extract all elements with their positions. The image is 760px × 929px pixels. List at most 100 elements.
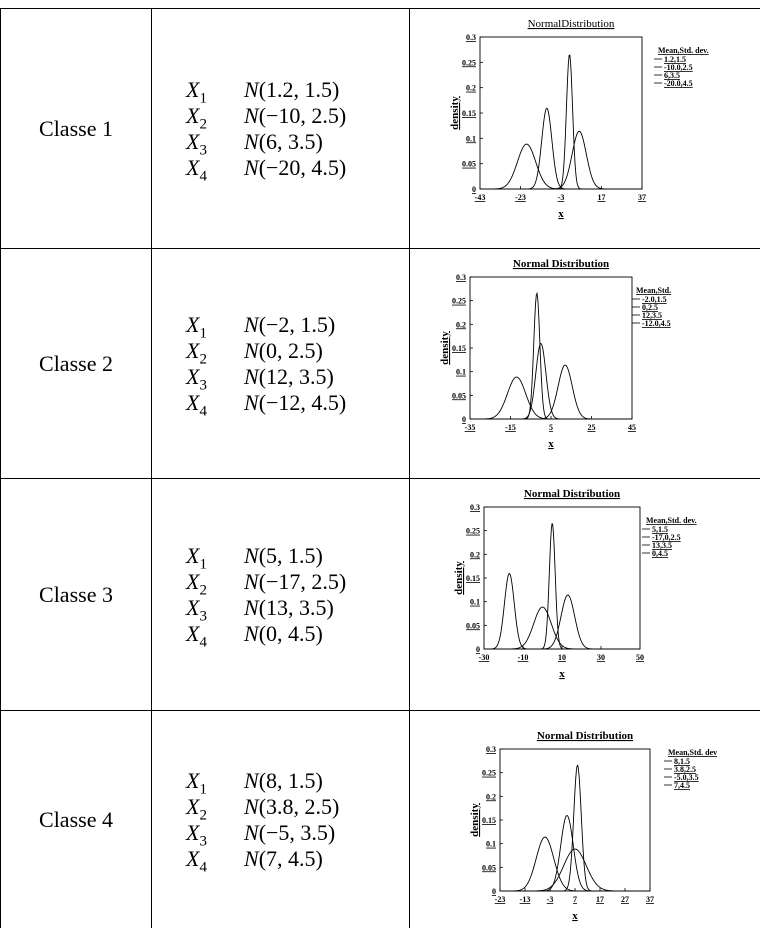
variable-list: X1 N(5, 1.5) X2 N(−17, 2.5) X3 N(13, 3.5) X4 N(… [186, 543, 406, 651]
chart-title: Normal Distribution [524, 488, 620, 500]
density-curve [500, 836, 650, 892]
y-tick-label: 0.25 [452, 297, 466, 306]
x-tick-label: 7 [573, 895, 577, 904]
x-tick-label: -43 [475, 193, 486, 202]
legend-entry: 13,3.5 [652, 541, 672, 550]
normal-distribution-params: N(−2, 1.5) [244, 312, 336, 337]
variable-name: X2 [186, 569, 207, 599]
legend-entry: 8,1.5 [674, 757, 690, 766]
density-curve [484, 594, 640, 650]
variable-definition: X3 N(13, 3.5) [186, 595, 406, 624]
x-tick-label: 37 [646, 895, 654, 904]
y-tick-label: 0.3 [470, 503, 480, 512]
y-axis-label: density [449, 96, 461, 130]
y-tick-label: 0.15 [482, 816, 496, 825]
x-tick-label: 45 [628, 423, 636, 432]
legend-entry: -2.0,1.5 [642, 295, 667, 304]
density-curve [470, 376, 632, 420]
y-tick-label: 0 [476, 645, 480, 654]
legend-title: Mean,Std. dev. [646, 516, 697, 525]
legend-entry: 0,4.5 [652, 549, 668, 558]
normal-distribution-params: N(0, 4.5) [244, 621, 323, 646]
normal-distribution-params: N(7, 4.5) [244, 846, 323, 871]
variable-definition: X3 N(−5, 3.5) [186, 820, 406, 849]
x-tick-label: -23 [495, 895, 506, 904]
density-curve [470, 342, 632, 420]
y-tick-label: 0.25 [466, 527, 480, 536]
normal-distribution-params: N(0, 2.5) [244, 338, 323, 363]
y-tick-label: 0 [472, 185, 476, 194]
legend-entry: 3.8,2.5 [674, 765, 696, 774]
variable-definition: X3 N(6, 3.5) [186, 129, 406, 158]
variable-name: X4 [186, 390, 207, 420]
y-tick-label: 0.3 [466, 33, 476, 42]
class-label: Classe 2 [0, 249, 152, 478]
x-tick-label: 25 [588, 423, 596, 432]
variable-name: X2 [186, 794, 207, 824]
legend-entry: 1.2,1.5 [664, 55, 686, 64]
density-curve [500, 814, 650, 892]
variable-name: X4 [186, 621, 207, 651]
density-curve [480, 54, 642, 190]
variables-cell: X1 N(5, 1.5) X2 N(−17, 2.5) X3 N(13, 3.5) X4 N(… [152, 479, 410, 710]
legend-entry: 12,3.5 [642, 311, 662, 320]
x-axis-label: x [558, 208, 564, 220]
x-tick-label: 27 [621, 895, 629, 904]
variable-name: X2 [186, 338, 207, 368]
density-curve [500, 764, 650, 892]
normal-distribution-params: N(−12, 4.5) [244, 390, 347, 415]
table-row: Classe 2 X1 N(−2, 1.5) X2 N(0, 2.5) X3 N(12, 3… [0, 248, 760, 478]
variable-name: X4 [186, 155, 207, 185]
variable-definition: X4 N(−20, 4.5) [186, 155, 406, 185]
y-tick-label: 0.05 [466, 621, 480, 630]
normal-distribution-params: N(8, 1.5) [244, 768, 323, 793]
variable-name: X1 [186, 312, 207, 342]
normal-distribution-params: N(5, 1.5) [244, 543, 323, 568]
variable-definition: X1 N(8, 1.5) [186, 768, 406, 798]
legend-entry: 7,4.5 [674, 781, 690, 790]
x-tick-label: -3 [558, 193, 565, 202]
plot-frame [499, 748, 651, 892]
y-tick-label: 0.3 [486, 745, 496, 754]
chart-title: Normal Distribution [537, 730, 633, 742]
x-tick-label: 30 [597, 653, 605, 662]
variable-definition: X4 N(0, 4.5) [186, 621, 406, 651]
normal-distribution-params: N(12, 3.5) [244, 364, 334, 389]
density-curve [480, 143, 642, 190]
legend-entry: -5.0,3.5 [674, 773, 699, 782]
y-tick-label: 0.1 [470, 598, 480, 607]
legend-title: Mean,Std. [636, 286, 671, 295]
normal-distribution-params: N(−5, 3.5) [244, 820, 336, 845]
y-tick-label: 0.2 [456, 320, 466, 329]
variable-definition: X2 N(−10, 2.5) [186, 103, 406, 132]
legend-entry: -12.0,4.5 [642, 319, 671, 328]
y-axis-label: density [453, 561, 465, 595]
density-curve [470, 291, 632, 420]
legend-entry: 5,1.5 [652, 525, 668, 534]
normal-distribution-params: N(−17, 2.5) [244, 569, 347, 594]
x-tick-label: -23 [515, 193, 526, 202]
x-tick-label: 10 [558, 653, 566, 662]
table-row: Classe 4 X1 N(8, 1.5) X2 N(3.8, 2.5) X3 N(−5, … [0, 710, 760, 928]
x-tick-label: 17 [596, 895, 604, 904]
variable-list: X1 N(1.2, 1.5) X2 N(−10, 2.5) X3 N(6, 3.5) X4 N… [186, 77, 406, 185]
y-tick-label: 0.1 [456, 368, 466, 377]
x-axis-label: x [548, 438, 554, 450]
variable-definition: X2 N(3.8, 2.5) [186, 794, 406, 824]
y-axis-label: density [439, 331, 451, 365]
x-tick-label: -35 [465, 423, 476, 432]
y-tick-label: 0.15 [466, 574, 480, 583]
legend-entry: 6,3.5 [664, 71, 680, 80]
y-tick-label: 0.1 [466, 134, 476, 143]
table-row: Classe 3 X1 N(5, 1.5) X2 N(−17, 2.5) X3 N(13, … [0, 478, 760, 710]
chart-title: NormalDistribution [528, 18, 615, 30]
density-curve [480, 107, 642, 190]
y-tick-label: 0.25 [482, 769, 496, 778]
density-curve [484, 606, 640, 650]
variable-definition: X4 N(7, 4.5) [186, 846, 406, 875]
variable-definition: X4 N(−12, 4.5) [186, 390, 406, 420]
legend-entry: 0,2.5 [642, 303, 658, 312]
variable-name: X1 [186, 768, 207, 798]
normal-distribution-params: N(−20, 4.5) [244, 155, 347, 180]
